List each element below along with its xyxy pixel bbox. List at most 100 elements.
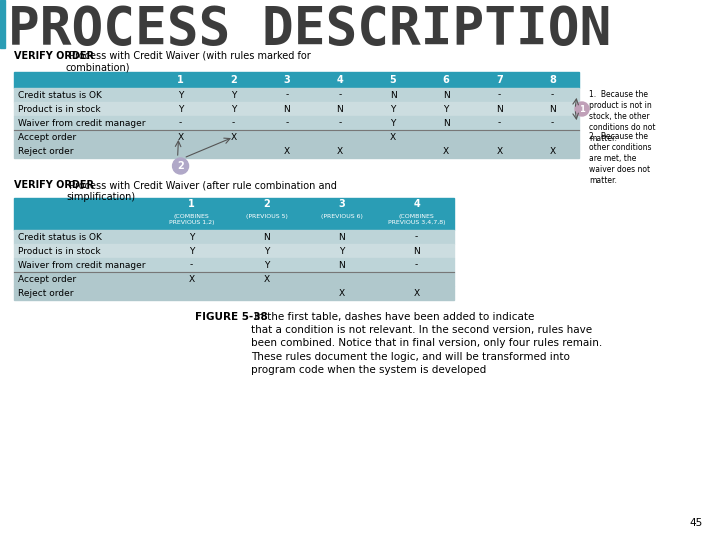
Text: Y: Y [231,105,236,113]
Text: X: X [496,146,503,156]
Text: -: - [338,91,341,99]
Text: -: - [551,91,554,99]
Text: -: - [232,118,235,127]
Text: 1: 1 [177,75,184,85]
Text: 8: 8 [549,75,556,85]
Bar [14,272,454,286]
Text: 2.  Because the
other conditions
are met, the
waiver does not
matter.: 2. Because the other conditions are met,… [589,132,652,185]
Text: X: X [189,274,194,284]
Text: 5: 5 [390,75,397,85]
Text: -: - [338,118,341,127]
Text: -: - [179,118,182,127]
Text: -: - [415,260,418,269]
Text: -: - [498,91,501,99]
Text: X: X [413,288,420,298]
Text: X: X [284,146,290,156]
Text: Y: Y [264,246,269,255]
Text: In the first table, dashes have been added to indicate
that a condition is not r: In the first table, dashes have been add… [251,312,602,375]
Text: (COMBINES
PREVIOUS 3,4,7,8): (COMBINES PREVIOUS 3,4,7,8) [388,214,445,225]
Text: Waiver from credit manager: Waiver from credit manager [18,118,145,127]
Text: Product is in stock: Product is in stock [18,105,101,113]
Text: VERIFY ORDER: VERIFY ORDER [14,51,94,61]
Text: VERIFY ORDER: VERIFY ORDER [14,180,94,190]
Text: N: N [338,260,345,269]
Text: Y: Y [231,91,236,99]
Bar [14,144,579,158]
Text: (COMBINES
PREVIOUS 1,2): (COMBINES PREVIOUS 1,2) [168,214,215,225]
Text: X: X [338,288,345,298]
Text: N: N [336,105,343,113]
Text: N: N [263,233,270,241]
Text: FIGURE 5-38: FIGURE 5-38 [195,312,268,322]
Text: 4: 4 [336,75,343,85]
Text: 7: 7 [496,75,503,85]
Text: 2: 2 [177,161,184,171]
Text: N: N [413,246,420,255]
Text: Y: Y [264,260,269,269]
Text: Product is in stock: Product is in stock [18,246,101,255]
Bar [14,244,454,258]
Text: Y: Y [444,105,449,113]
Text: 3: 3 [338,199,345,209]
Text: X: X [178,132,184,141]
Text: X: X [337,146,343,156]
Text: Credit status is OK: Credit status is OK [18,233,102,241]
Text: Y: Y [178,91,184,99]
Bar [14,258,454,272]
Text: Accept order: Accept order [18,132,76,141]
Text: Y: Y [339,246,344,255]
Text: 4: 4 [413,199,420,209]
Circle shape [173,158,189,174]
Text: 1: 1 [579,105,585,113]
Text: X: X [443,146,449,156]
Text: Accept order: Accept order [18,274,76,284]
Text: 6: 6 [443,75,449,85]
Text: Y: Y [189,233,194,241]
Text: N: N [549,105,556,113]
Text: 1.  Because the
product is not in
stock, the other
conditions do not
matter.: 1. Because the product is not in stock, … [589,90,655,144]
Text: -: - [498,118,501,127]
Text: 45: 45 [690,518,703,528]
Text: X: X [230,132,237,141]
Text: (PREVIOUS 6): (PREVIOUS 6) [320,214,362,219]
Text: Reject order: Reject order [18,146,73,156]
Bar [14,198,454,230]
Text: 3: 3 [284,75,290,85]
Bar [14,102,579,116]
Text: (PREVIOUS 5): (PREVIOUS 5) [246,214,287,219]
Text: X: X [390,132,396,141]
Text: PROCESS DESCRIPTION: PROCESS DESCRIPTION [8,4,611,56]
Text: N: N [390,91,397,99]
Text: 1: 1 [188,199,195,209]
Text: Y: Y [390,118,396,127]
Text: N: N [443,91,449,99]
Text: X: X [264,274,269,284]
Text: 2: 2 [263,199,270,209]
Text: N: N [443,118,449,127]
Bar [0,0,5,48]
Bar [14,130,579,144]
Text: Credit status is OK: Credit status is OK [18,91,102,99]
Bar [14,72,579,88]
Text: Y: Y [189,246,194,255]
Text: N: N [284,105,290,113]
Text: Y: Y [390,105,396,113]
Text: X: X [549,146,556,156]
Bar [14,230,454,244]
Text: Process with Credit Waiver (with rules marked for
combination): Process with Credit Waiver (with rules m… [66,51,311,72]
Text: Reject order: Reject order [18,288,73,298]
Text: -: - [285,118,289,127]
Bar [14,88,579,102]
Text: Process with Credit Waiver (after rule combination and
simplification): Process with Credit Waiver (after rule c… [66,180,337,201]
Text: -: - [285,91,289,99]
Circle shape [575,102,589,116]
Text: -: - [190,260,193,269]
Bar [14,286,454,300]
Text: -: - [415,233,418,241]
Text: -: - [551,118,554,127]
Text: 2: 2 [230,75,237,85]
Text: N: N [496,105,503,113]
Bar [14,116,579,130]
Text: N: N [338,233,345,241]
Text: Waiver from credit manager: Waiver from credit manager [18,260,145,269]
